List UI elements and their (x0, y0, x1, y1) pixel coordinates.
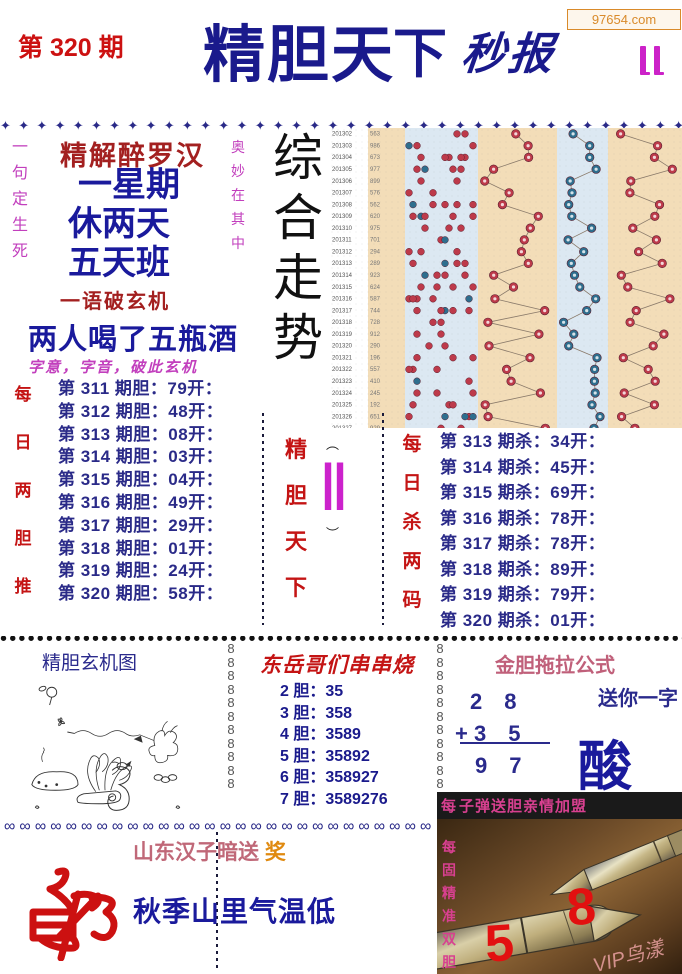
svg-text:290: 290 (370, 344, 381, 350)
svg-text:201314: 201314 (332, 273, 353, 279)
svg-text:5: 5 (483, 914, 516, 974)
svg-text:701: 701 (370, 238, 381, 244)
svg-text:201313: 201313 (332, 261, 353, 267)
svg-text:624: 624 (370, 285, 381, 291)
svg-text:每: 每 (441, 797, 456, 815)
svg-text:289: 289 (370, 261, 381, 267)
svg-text:899: 899 (370, 179, 381, 185)
svg-text:201319: 201319 (332, 332, 353, 338)
svg-text:201311: 201311 (332, 238, 352, 244)
svg-text:201320: 201320 (332, 344, 353, 350)
svg-text:201316: 201316 (332, 297, 353, 303)
svg-text:201322: 201322 (332, 367, 353, 373)
svg-text:201323: 201323 (332, 379, 353, 385)
svg-text:8: 8 (565, 877, 598, 937)
svg-text:563: 563 (370, 132, 381, 138)
svg-text:557: 557 (370, 367, 381, 373)
svg-text:201318: 201318 (332, 320, 353, 326)
svg-text:294: 294 (370, 249, 381, 255)
svg-text:620: 620 (370, 214, 381, 220)
svg-text:201307: 201307 (332, 191, 353, 197)
svg-text:728: 728 (370, 320, 381, 326)
svg-text:子弹送胆亲情加盟: 子弹送胆亲情加盟 (459, 797, 587, 815)
svg-text:201312: 201312 (332, 249, 353, 255)
svg-text:196: 196 (370, 355, 381, 361)
svg-text:410: 410 (370, 379, 381, 385)
svg-text:201324: 201324 (332, 391, 353, 397)
svg-text:923: 923 (370, 273, 381, 279)
svg-text:201306: 201306 (332, 179, 353, 185)
svg-text:245: 245 (370, 391, 381, 397)
svg-text:192: 192 (370, 403, 381, 409)
svg-text:744: 744 (370, 308, 381, 314)
svg-text:201304: 201304 (332, 155, 353, 161)
svg-text:576: 576 (370, 191, 381, 197)
svg-text:986: 986 (370, 143, 381, 149)
svg-text:201302: 201302 (332, 132, 353, 138)
svg-text:201305: 201305 (332, 167, 353, 173)
svg-text:201321: 201321 (332, 355, 353, 361)
svg-text:201317: 201317 (332, 308, 353, 314)
svg-text:201303: 201303 (332, 143, 353, 149)
svg-text:975: 975 (370, 226, 381, 232)
svg-text:977: 977 (370, 167, 381, 173)
svg-text:201309: 201309 (332, 214, 353, 220)
svg-text:201308: 201308 (332, 202, 353, 208)
svg-text:201310: 201310 (332, 226, 353, 232)
svg-text:201315: 201315 (332, 285, 353, 291)
svg-text:912: 912 (370, 332, 381, 338)
svg-text:562: 562 (370, 202, 381, 208)
svg-text:587: 587 (370, 297, 381, 303)
svg-text:673: 673 (370, 155, 381, 161)
svg-text:201325: 201325 (332, 403, 353, 409)
